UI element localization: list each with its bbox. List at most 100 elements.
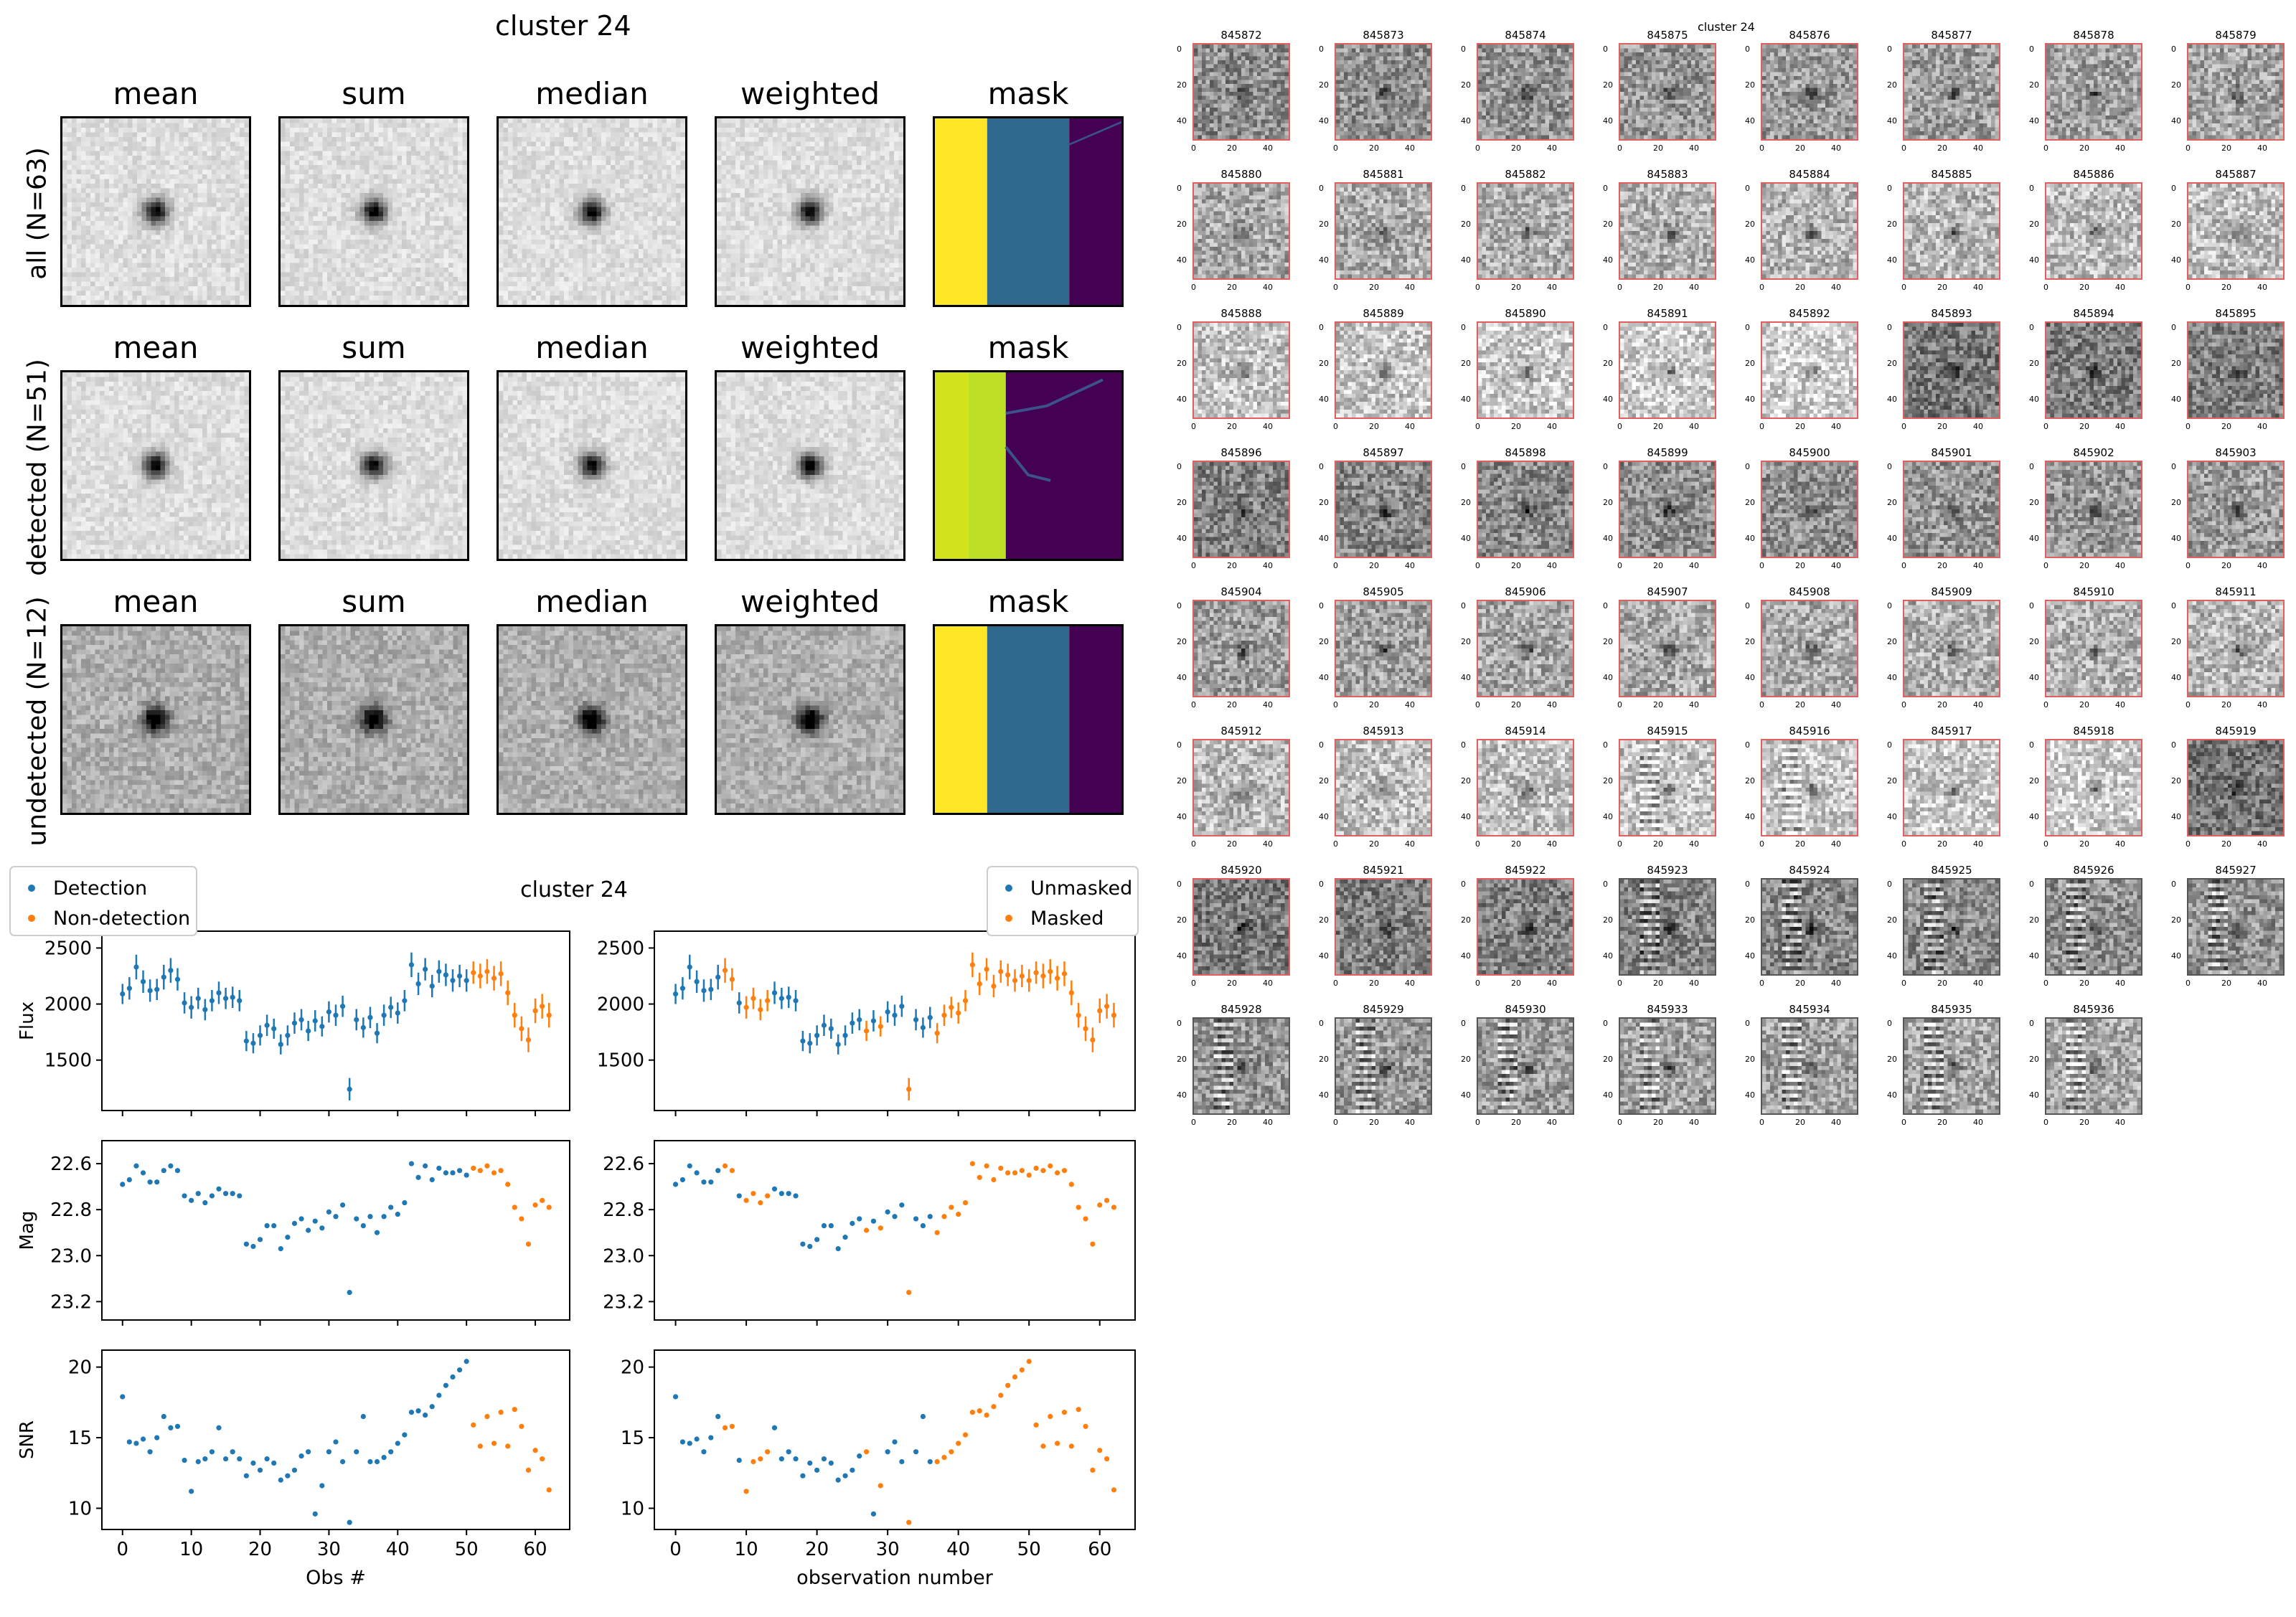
cutout-id: 845913 [1319, 725, 1448, 737]
cutout-xtick: 40 [1547, 422, 1557, 431]
data-point [285, 1473, 291, 1479]
ytick-label: 22.6 [50, 1154, 92, 1175]
cutout-ytick: 40 [1745, 951, 1755, 961]
cutout-panel: 845922 0 20 40 0 20 40 [1461, 864, 1590, 993]
cutout-image [1477, 1017, 1574, 1115]
cutout-ytick: 40 [1887, 116, 1897, 126]
cutout-panel: 845926 0 20 40 0 20 40 [2029, 864, 2158, 993]
data-point [1026, 978, 1032, 984]
stamp-image [60, 624, 251, 815]
cutout-image [2187, 182, 2285, 280]
cutout-xtick: 40 [2257, 283, 2267, 292]
cutout-xtick: 0 [1333, 422, 1338, 431]
data-point [1040, 973, 1046, 979]
cutout-panel: 845919 0 20 40 0 20 40 [2171, 725, 2296, 854]
cutout-id: 845876 [1745, 29, 1874, 42]
data-point [1068, 1443, 1074, 1449]
cutout-ytick: 40 [2171, 395, 2181, 404]
cutout-xtick: 20 [2221, 422, 2231, 431]
cutout-xtick: 0 [1617, 143, 1622, 153]
cutout-image [1192, 600, 1290, 697]
data-point [969, 1161, 975, 1166]
data-point [298, 1017, 304, 1023]
ytick-label: 2000 [597, 994, 644, 1016]
data-point [807, 1040, 813, 1046]
data-point [243, 1473, 249, 1479]
cutout-xtick: 20 [2221, 283, 2231, 292]
cutout-xtick: 20 [1795, 283, 1805, 292]
xtick-label: 10 [179, 1539, 203, 1560]
cutout-ytick: 20 [1745, 220, 1755, 229]
cutout-xtick: 20 [1227, 839, 1237, 849]
data-point [927, 1458, 933, 1465]
cutout-ytick: 20 [2171, 776, 2181, 786]
cutout-xtick: 20 [1653, 561, 1663, 570]
cutout-image [1761, 1017, 1858, 1115]
data-point [546, 1204, 552, 1210]
data-point [402, 998, 408, 1004]
ytick-label: 2500 [44, 938, 92, 959]
data-point [1012, 1170, 1018, 1176]
data-point [360, 1413, 366, 1420]
cutout-xtick: 40 [1689, 561, 1699, 570]
data-point [519, 1216, 524, 1222]
cutout-ytick: 20 [1745, 637, 1755, 646]
data-point [140, 1436, 146, 1442]
data-point [1048, 968, 1053, 974]
data-point [195, 1458, 201, 1465]
data-point [863, 1227, 870, 1233]
data-point [319, 1225, 325, 1231]
stamp-image [715, 624, 905, 815]
cutout-id: 845934 [1745, 1003, 1874, 1016]
data-point [857, 1017, 862, 1023]
cutout-id: 845875 [1603, 29, 1732, 42]
stamp-image [60, 116, 251, 307]
data-point [857, 1453, 862, 1459]
data-point [821, 1456, 827, 1462]
cutout-image [1477, 878, 1574, 976]
cutout-xtick: 0 [2043, 283, 2048, 292]
cutout-image [1903, 321, 2000, 419]
xtick-label: 20 [248, 1539, 272, 1560]
data-point [195, 996, 201, 1001]
data-point [339, 1202, 346, 1208]
data-point [174, 1168, 181, 1174]
cutout-panel: 845935 0 20 40 0 20 40 [1887, 1003, 2016, 1132]
cutout-id: 845910 [2029, 585, 2158, 598]
cutout-xtick: 0 [2043, 1118, 2048, 1127]
cutout-xtick: 40 [1405, 143, 1415, 153]
data-point [443, 1382, 449, 1388]
data-point [408, 1161, 415, 1166]
data-point [154, 1435, 160, 1441]
cutout-ytick: 0 [1461, 880, 1466, 889]
cutout-xtick: 0 [2186, 700, 2191, 710]
cutout-xtick: 0 [1759, 422, 1764, 431]
cutout-ytick: 40 [1745, 1090, 1755, 1100]
data-point [209, 1449, 215, 1455]
cutout-xtick: 20 [1511, 143, 1521, 153]
data-point [892, 1214, 898, 1220]
cutout-ytick: 40 [2171, 255, 2181, 265]
cutout-xtick: 0 [1759, 561, 1764, 570]
cutout-xtick: 40 [2115, 1118, 2125, 1127]
cutout-xtick: 0 [1759, 700, 1764, 710]
stamp-col-title: weighted [713, 330, 907, 365]
data-point [949, 1004, 954, 1010]
cutout-xtick: 20 [2079, 839, 2089, 849]
cutout-id: 845902 [2029, 446, 2158, 459]
cutout-id: 845897 [1319, 446, 1448, 459]
cutout-xtick: 0 [1191, 422, 1196, 431]
cutout-xtick: 40 [2115, 561, 2125, 570]
cutout-panel: 845904 0 20 40 0 20 40 [1177, 585, 1306, 715]
xtick-label: 0 [669, 1539, 682, 1560]
cutout-ytick: 0 [1461, 740, 1466, 750]
cutout-panel: 845888 0 20 40 0 20 40 [1177, 307, 1306, 436]
legend-box [9, 866, 197, 936]
cutout-ytick: 20 [1745, 776, 1755, 786]
cutout-panel: 845908 0 20 40 0 20 40 [1745, 585, 1874, 715]
cutout-xtick: 0 [1901, 422, 1906, 431]
data-point [722, 1163, 728, 1169]
cutout-ytick: 20 [1461, 220, 1471, 229]
data-point [736, 1457, 742, 1463]
cutout-ytick: 40 [1177, 116, 1187, 126]
